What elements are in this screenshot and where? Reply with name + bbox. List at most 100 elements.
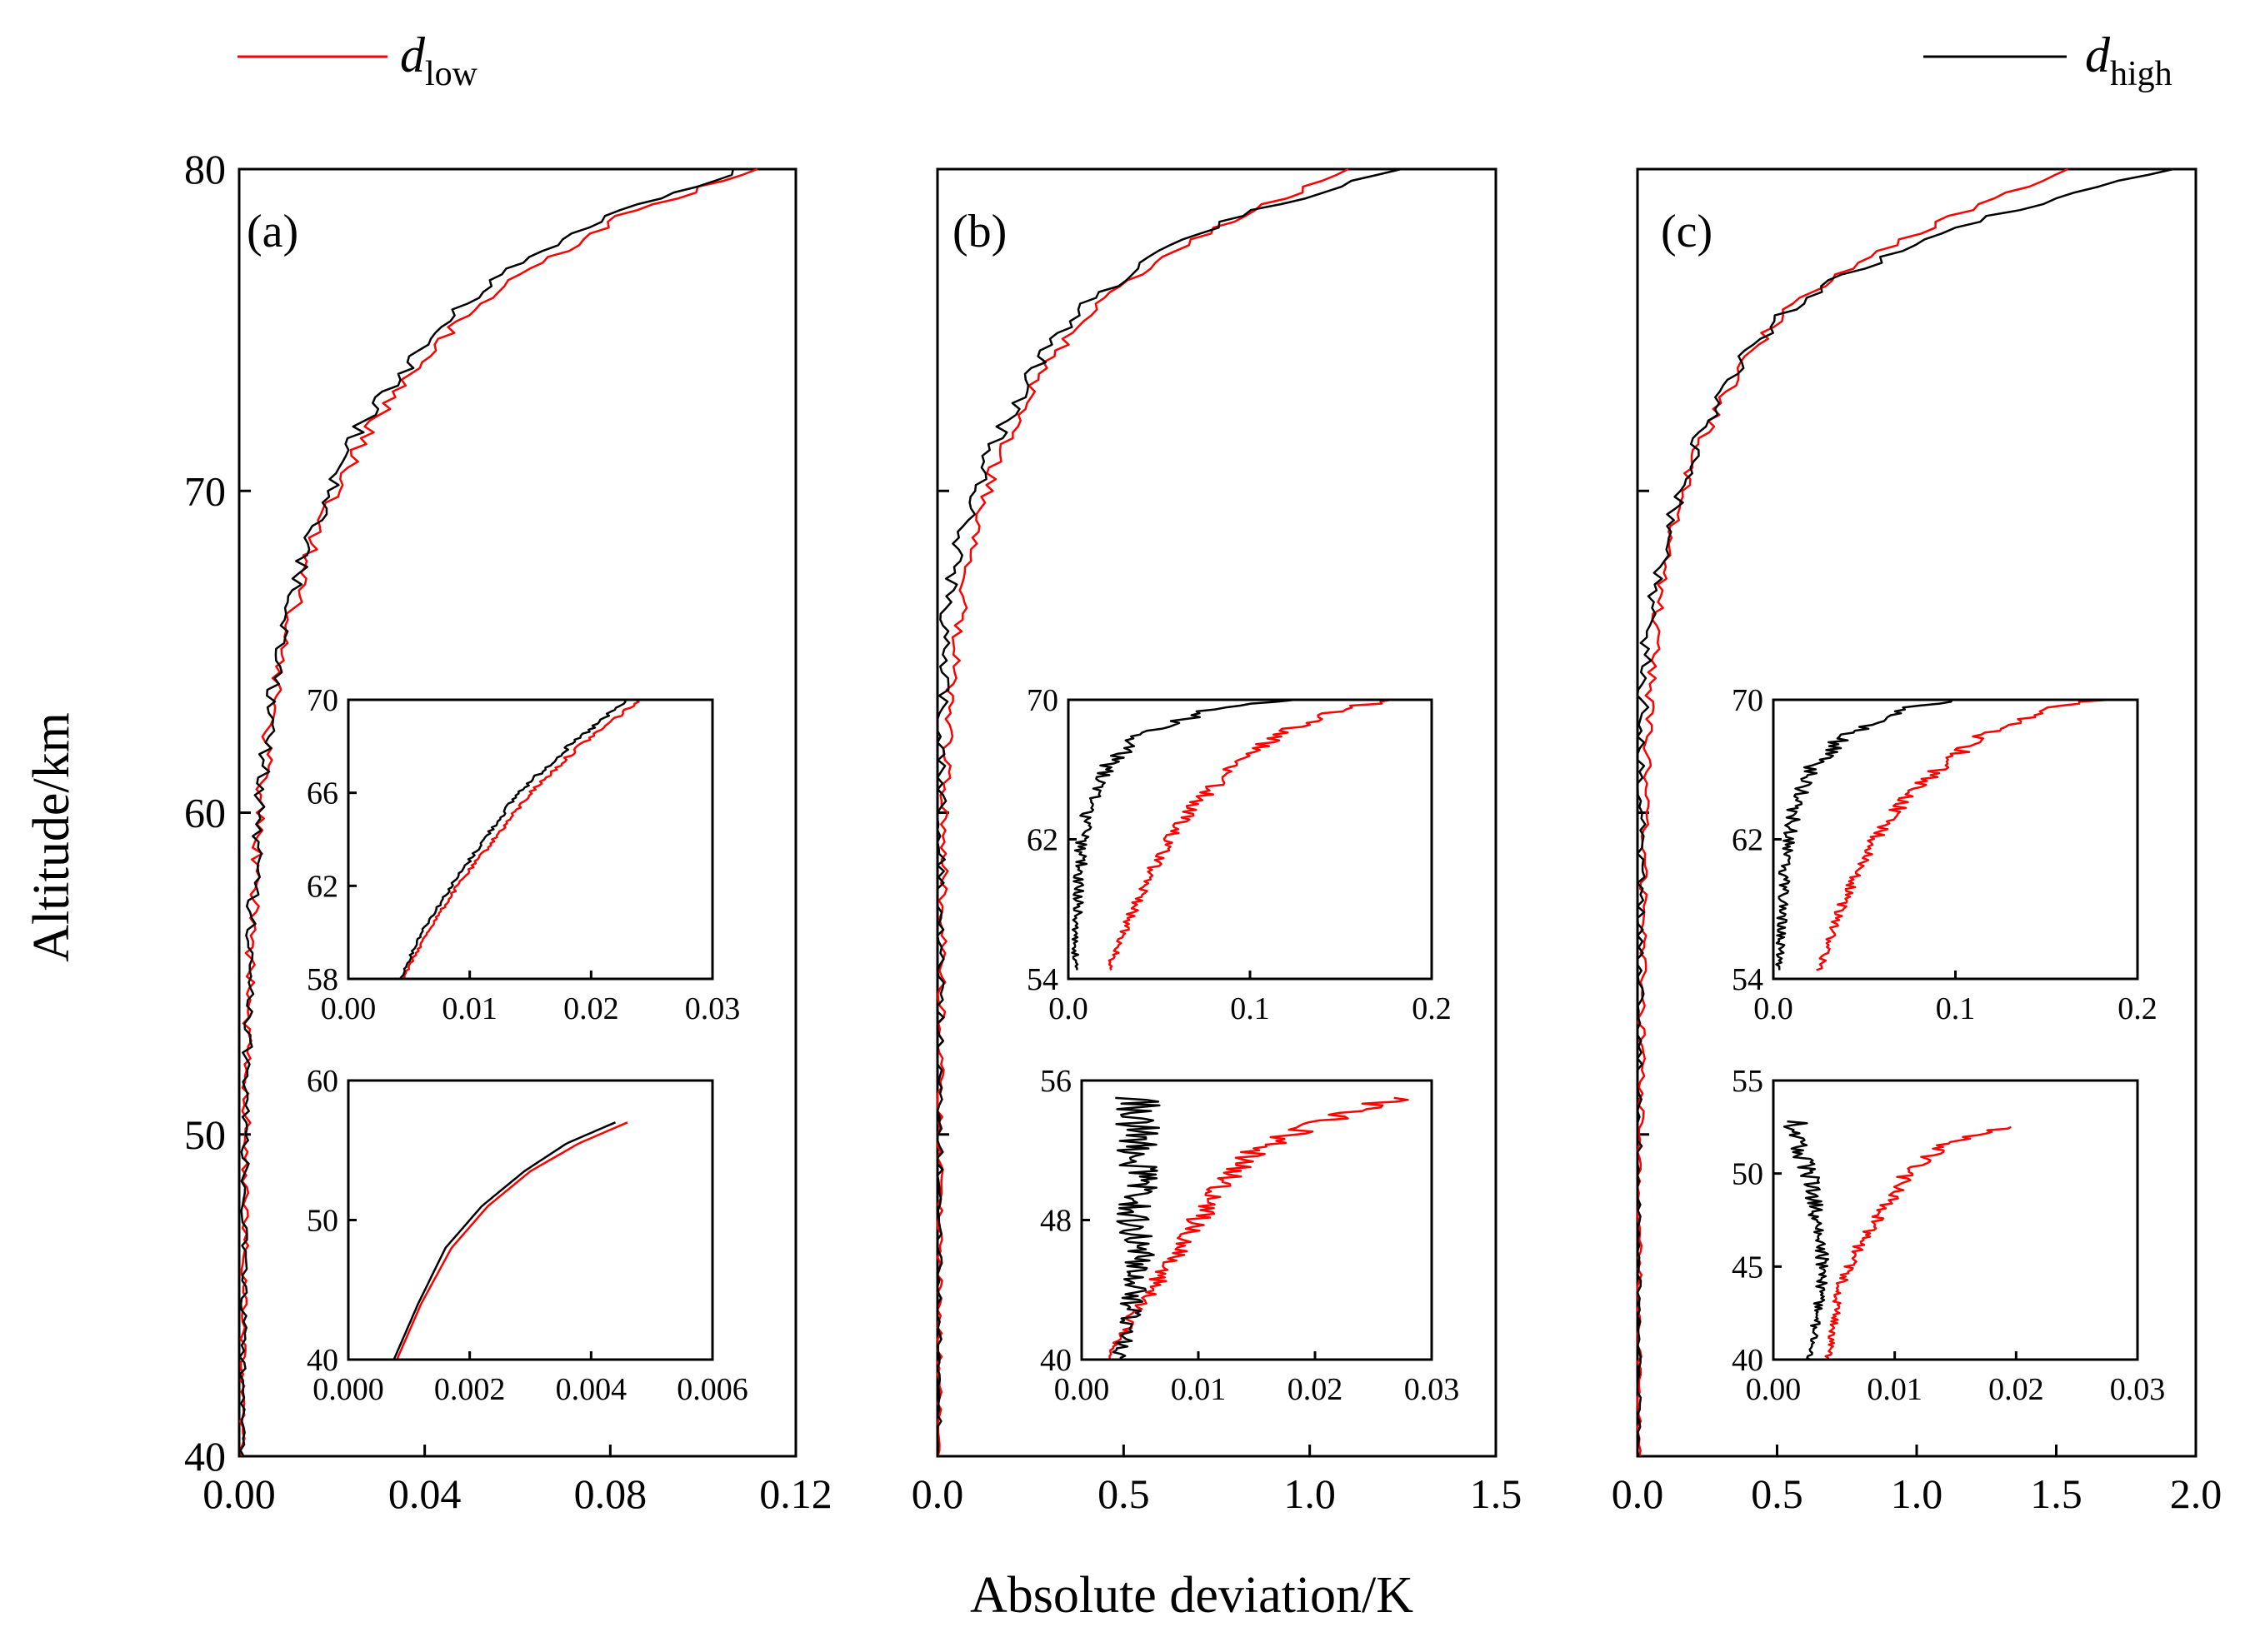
panel-a-inset-x-tick-label: 0.02 (563, 991, 619, 1026)
panel-b-x-tick-label: 0.5 (1098, 1470, 1150, 1517)
panel-a-inset-x-tick-label: 0.000 (312, 1372, 384, 1407)
panel-b-inset-2: 0.00 0.01 0.02 0.03 40 48 56 (1040, 1064, 1459, 1407)
x-axis-title: Absolute deviation/K (970, 1567, 1413, 1624)
y-axis-title: Altitude/km (23, 712, 80, 962)
panel-c-inset-x-tick-label: 0.00 (1746, 1372, 1802, 1407)
panel-a-inset-series-d-low (402, 699, 640, 980)
panel-c-inset-x-tick-label: 0.0 (1753, 991, 1793, 1026)
panel-a-inset-bg (348, 1081, 712, 1360)
panel-a-inset-1: 0.00 0.01 0.02 0.03 58 62 66 70 (307, 683, 740, 1026)
panel-c-series-d-low (1636, 167, 2069, 1457)
panel-b-inset-frame-top (1080, 1079, 1433, 1361)
panel-a-inset-bg (348, 700, 712, 979)
panel-b-inset-1: 0.0 0.1 0.2 54 62 70 (1027, 683, 1452, 1026)
panel-c-series-d-high (1636, 167, 2174, 1457)
panel-b-inset-x-tick-label: 0.1 (1230, 991, 1270, 1026)
panel-a-label: (a) (247, 206, 298, 257)
panel-c-inset-series-d-low (1816, 698, 2111, 971)
panel-b-inset-y-tick-label: 62 (1027, 823, 1058, 858)
panel-b-inset-y-tick-label: 56 (1040, 1064, 1072, 1099)
panel-a-inset-y-tick-label: 50 (307, 1204, 338, 1239)
panel-a-inset-x-tick-label: 0.03 (685, 991, 741, 1026)
panel-a-inset-y-tick-label: 66 (307, 776, 338, 811)
panel-c-inset-series-d-low (1824, 1125, 2012, 1360)
panel-a-inset-2: 0.000 0.002 0.004 0.006 40 50 60 (307, 1064, 748, 1407)
panel-a-inset-x-tick-label: 0.00 (321, 991, 377, 1026)
panel-c-inset-y-tick-label: 62 (1732, 823, 1763, 858)
panel-c-inset-y-tick-label: 45 (1732, 1250, 1763, 1285)
panel-b-inset-x-tick-label: 0.0 (1048, 991, 1088, 1026)
panel-c-inset-y-tick-label: 50 (1732, 1157, 1763, 1192)
panel-a-y-tick-label: 60 (184, 790, 226, 836)
panel-b-inset-series-d-low (1108, 698, 1391, 971)
panel-b-inset-y-tick-label: 40 (1040, 1343, 1072, 1378)
panel-a-inset-y-tick-label: 60 (307, 1064, 338, 1099)
panel-c-inset-y-tick-label: 55 (1732, 1064, 1763, 1099)
panel-b-x-tick-label: 1.5 (1470, 1470, 1522, 1517)
panel-a-y-tick-label: 70 (184, 467, 226, 514)
panel-c-inset-series-d-high (1782, 1120, 1830, 1361)
panel-a-inset-frame-top (347, 1079, 714, 1361)
panel-a-inset-series-d-low (396, 1121, 628, 1360)
panel-c-x-tick-label: 1.0 (1891, 1470, 1943, 1517)
panel-a-x-tick-label: 0.04 (388, 1470, 462, 1517)
panel-a-inset-x-tick-label: 0.002 (434, 1372, 506, 1407)
panel-c-x-tick-label: 1.5 (2030, 1470, 2082, 1517)
panel-b-inset-y-tick-label: 48 (1040, 1204, 1072, 1239)
panel-c-inset-y-tick-label: 54 (1732, 962, 1763, 997)
panel-c-label: (c) (1661, 206, 1712, 257)
panel-b-x-tick-label: 0.0 (912, 1470, 964, 1517)
panel-b-inset-x-tick-label: 0.00 (1054, 1372, 1110, 1407)
panel-a-y-tick-label: 80 (184, 146, 226, 192)
panel-a-inset-frame-top (347, 698, 714, 981)
panel-c-inset-y-tick-label: 40 (1732, 1343, 1763, 1378)
panel-a-series-d-high (238, 168, 735, 1457)
panel-c-inset-x-tick-label: 0.02 (1988, 1372, 2044, 1407)
legend: dlow dhigh (238, 27, 2172, 93)
panel-b-inset-series-d-low (1108, 1096, 1409, 1360)
panel-c-inset-x-tick-label: 0.2 (2118, 991, 2158, 1026)
legend-high-label: dhigh (2085, 27, 2172, 93)
panel-b-series-d-high (936, 167, 1402, 1457)
panel-a-inset-x-tick-label: 0.01 (442, 991, 498, 1026)
panel-c-inset-series-d-high (1775, 699, 1953, 971)
panel-b-inset-series-d-high (1071, 698, 1296, 971)
panel-b-inset-y-tick-label: 54 (1027, 962, 1058, 997)
panel-c-inset-2: 0.00 0.01 0.02 0.03 40 45 50 55 (1732, 1064, 2165, 1407)
panel-c-inset-x-tick-label: 0.03 (2110, 1372, 2166, 1407)
panel-a-inset-y-tick-label: 58 (307, 962, 338, 997)
panel-c-x-tick-label: 0.0 (1612, 1470, 1664, 1517)
panel-a-inset-x-tick-label: 0.004 (556, 1372, 628, 1407)
panel-b-inset-x-tick-label: 0.02 (1288, 1372, 1343, 1407)
panel-c-inset-x-tick-label: 0.1 (1936, 991, 1976, 1026)
panel-b-x-tick-label: 1.0 (1283, 1470, 1336, 1517)
panel-b-inset-x-tick-label: 0.2 (1412, 991, 1452, 1026)
panel-c-x-tick-label: 0.5 (1751, 1470, 1803, 1517)
panel-a-inset-series-d-high (392, 1121, 616, 1360)
panel-b-inset-y-tick-label: 70 (1027, 683, 1058, 718)
panel-b-inset-x-tick-label: 0.03 (1404, 1372, 1460, 1407)
panel-a-inset-y-tick-label: 70 (307, 683, 338, 718)
panel-c-inset-frame-top (1772, 1079, 2139, 1361)
panel-b-inset-x-tick-label: 0.01 (1171, 1372, 1227, 1407)
legend-low-label: dlow (400, 27, 478, 93)
panel-a-inset-y-tick-label: 62 (307, 869, 338, 904)
panel-a-inset-x-tick-label: 0.006 (677, 1372, 748, 1407)
panel-c-inset-1: 0.0 0.1 0.2 54 62 70 (1732, 683, 2158, 1026)
panel-b-label: (b) (952, 206, 1007, 257)
panel-a-x-tick-label: 0.00 (202, 1470, 276, 1517)
panel-c-x-tick-label: 2.0 (2170, 1470, 2222, 1517)
panel-c-inset-bg (1773, 1081, 2138, 1360)
panel-b-series-d-low (936, 167, 1349, 1457)
panel-a-x-tick-label: 0.12 (759, 1470, 832, 1517)
panel-a-x-tick-label: 0.08 (574, 1470, 648, 1517)
panel-a-y-tick-label: 50 (184, 1111, 226, 1158)
panel-a-inset-series-d-high (399, 699, 627, 980)
panel-c-inset-y-tick-label: 70 (1732, 683, 1763, 718)
panel-c-inset-x-tick-label: 0.01 (1867, 1372, 1922, 1407)
